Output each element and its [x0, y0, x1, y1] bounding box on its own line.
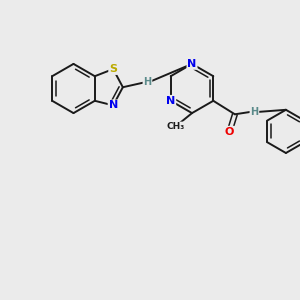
- Text: N: N: [188, 59, 196, 69]
- Text: H: H: [143, 77, 152, 87]
- Text: N: N: [166, 96, 175, 106]
- Text: H: H: [250, 107, 259, 117]
- Text: N: N: [109, 100, 118, 110]
- Text: CH₃: CH₃: [167, 122, 184, 131]
- Text: S: S: [109, 64, 117, 74]
- Text: O: O: [225, 127, 234, 137]
